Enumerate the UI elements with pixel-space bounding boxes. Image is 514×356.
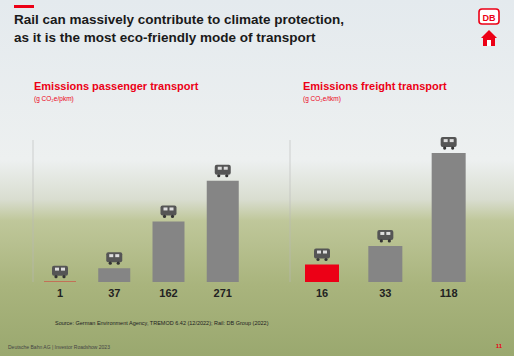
- svg-text:16: 16: [316, 287, 328, 299]
- svg-text:37: 37: [108, 287, 120, 299]
- svg-text:33: 33: [379, 287, 391, 299]
- html-text:Rail can massively contribute: Rail can massively contribute to climate…: [14, 12, 345, 45]
- html-text:Deutsche Bahn AG | Investor Ro: Deutsche Bahn AG | Investor Roadshow 202…: [8, 344, 110, 350]
- html-text:(g CO₂e/pkm): (g CO₂e/pkm): [34, 95, 74, 102]
- html-text:Source: German Environment Age: Source: German Environment Agency, TREMO…: [55, 320, 269, 326]
- html-text:11: 11: [495, 343, 502, 349]
- svg-text:118: 118: [440, 287, 458, 299]
- svg-text:1: 1: [57, 287, 63, 299]
- html-text:Emissions passenger transport: Emissions passenger transport: [34, 80, 199, 92]
- svg-text:271: 271: [214, 287, 232, 299]
- svg-text:DB: DB: [483, 13, 496, 23]
- svg-text:162: 162: [159, 287, 177, 299]
- html-text:(g CO₂e/tkm): (g CO₂e/tkm): [303, 95, 341, 102]
- html-text:Emissions freight transport: Emissions freight transport: [303, 80, 447, 92]
